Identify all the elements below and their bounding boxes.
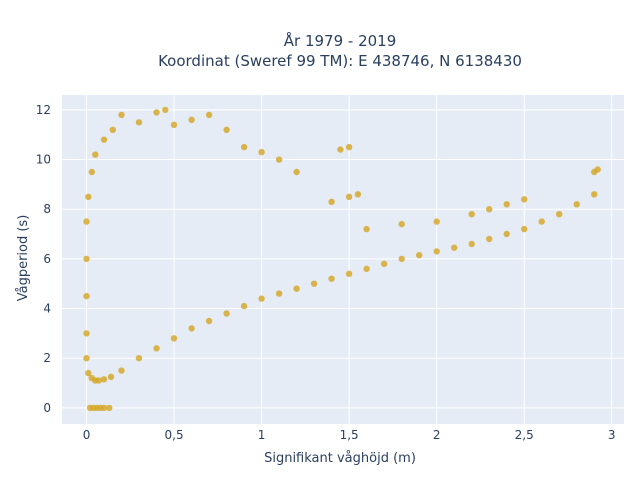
y-axis-title: Vågperiod (s) [16, 215, 31, 302]
scatter-point [85, 369, 92, 377]
scatter-point [310, 280, 318, 287]
scatter-point [100, 376, 108, 383]
y-tick-label: 2 [43, 351, 51, 365]
scatter-point [363, 225, 370, 233]
scatter-point [106, 404, 113, 412]
scatter-point [95, 377, 103, 384]
scatter-point [109, 126, 117, 133]
scatter-point [503, 230, 510, 238]
scatter-point [275, 156, 283, 163]
scatter-point [240, 143, 248, 151]
scatter-point [293, 168, 300, 176]
chart-title-line2: Koordinat (Sweref 99 TM): E 438746, N 61… [158, 52, 522, 70]
plot-background [62, 95, 624, 424]
scatter-point [538, 218, 545, 225]
x-tick-labels: 0 0,5 1 1,5 2 2,5 3 [83, 428, 616, 442]
scatter-point [240, 302, 248, 310]
scatter-point [521, 225, 528, 233]
scatter-point [328, 275, 335, 282]
scatter-point [188, 116, 195, 124]
scatter-point [118, 111, 125, 119]
scatter-point [100, 136, 108, 143]
y-tick-label: 12 [36, 103, 51, 117]
y-tick-label: 6 [43, 252, 51, 266]
scatter-point [521, 196, 528, 203]
x-tick-label: 0 [83, 428, 91, 442]
scatter-point [258, 295, 265, 302]
scatter-point [363, 265, 370, 272]
scatter-point [293, 285, 300, 292]
x-tick-label: 1,5 [340, 428, 359, 442]
scatter-point [83, 292, 90, 300]
scatter-point [328, 198, 335, 205]
scatter-point [83, 218, 90, 225]
scatter-point [92, 151, 99, 158]
scatter-point [345, 143, 353, 151]
scatter-point [398, 255, 405, 263]
scatter-point [135, 119, 143, 126]
scatter-point [170, 335, 178, 342]
scatter-point [591, 191, 598, 198]
scatter-point [135, 355, 143, 362]
scatter-point [275, 290, 283, 297]
x-tick-label: 0,5 [165, 428, 184, 442]
scatter-point [345, 270, 353, 277]
scatter-point [594, 166, 601, 173]
x-tick-label: 2 [433, 428, 441, 442]
scatter-point [354, 191, 362, 198]
scatter-point [170, 121, 178, 128]
y-tick-label: 10 [36, 153, 51, 167]
scatter-point [556, 211, 563, 218]
scatter-point [416, 252, 423, 259]
grid-layer [62, 95, 624, 424]
x-tick-label: 1 [258, 428, 266, 442]
scatter-point [258, 148, 265, 156]
scatter-point [83, 330, 90, 337]
y-tick-label: 0 [43, 401, 51, 415]
scatter-point [223, 310, 230, 317]
scatter-point [162, 106, 169, 114]
scatter-point [451, 244, 458, 251]
scatter-point [433, 248, 440, 255]
scatter-point [486, 206, 493, 213]
scatter-point [468, 211, 475, 218]
x-tick-label: 3 [608, 428, 616, 442]
scatter-point [345, 193, 353, 200]
scatter-point [83, 355, 90, 362]
scatter-point [486, 235, 493, 243]
scatter-point [205, 111, 213, 119]
scatter-point [380, 260, 388, 267]
scatter-point [468, 240, 475, 248]
scatter-point [153, 345, 160, 352]
scatter-point [433, 218, 440, 225]
scatter-point [205, 317, 213, 325]
scatter-point [88, 168, 96, 176]
scatter-point [503, 201, 510, 208]
y-tick-label: 8 [43, 202, 51, 216]
scatter-point [223, 126, 230, 133]
scatter-point [337, 146, 344, 153]
scatter-point [118, 367, 125, 374]
x-axis-title: Signifikant våghöjd (m) [264, 451, 416, 466]
scatter-point [573, 201, 580, 208]
scatter-point [85, 193, 92, 200]
chart-title-line1: År 1979 - 2019 [284, 31, 397, 50]
scatter-point [107, 373, 115, 380]
scatter-point [188, 325, 195, 332]
scatter-point [83, 255, 90, 263]
scatter-point [100, 404, 108, 412]
scatter-point [398, 220, 405, 228]
y-tick-label: 4 [43, 302, 51, 316]
y-tick-labels: 0 2 4 6 8 10 12 [36, 103, 51, 415]
scatter-point [153, 109, 160, 116]
x-tick-label: 2,5 [515, 428, 534, 442]
points-layer [83, 106, 601, 412]
